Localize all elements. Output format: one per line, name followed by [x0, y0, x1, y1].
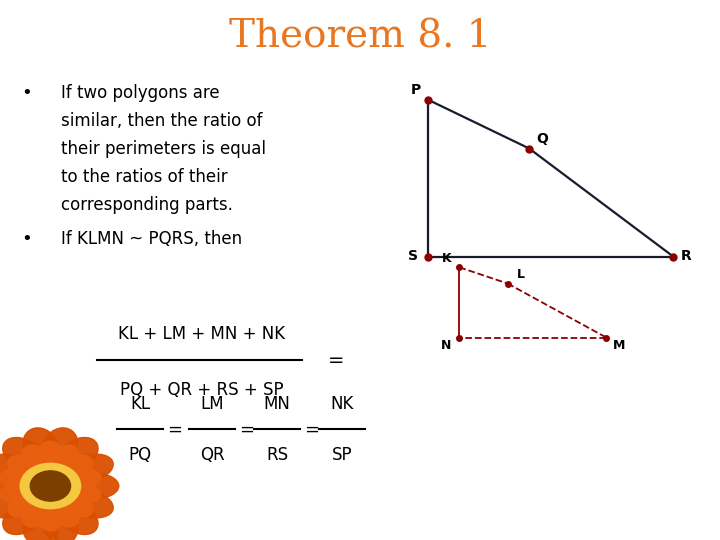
Text: SP: SP [332, 446, 352, 463]
Ellipse shape [3, 437, 44, 471]
Text: to the ratios of their: to the ratios of their [61, 168, 228, 186]
Text: KL: KL [130, 395, 150, 413]
Ellipse shape [23, 428, 58, 465]
Ellipse shape [23, 507, 58, 540]
Ellipse shape [22, 500, 50, 527]
Text: NK: NK [330, 395, 354, 413]
Text: L: L [516, 268, 525, 281]
Ellipse shape [63, 483, 101, 503]
Text: KL + LM + MN + NK: KL + LM + MN + NK [118, 325, 285, 343]
Text: •: • [22, 230, 32, 247]
Ellipse shape [8, 455, 42, 479]
Text: =: = [305, 420, 319, 438]
Ellipse shape [0, 483, 38, 503]
Ellipse shape [50, 445, 79, 472]
Ellipse shape [0, 454, 35, 483]
Text: Q: Q [536, 132, 548, 146]
Text: RS: RS [266, 446, 288, 463]
Text: PQ: PQ [129, 446, 152, 463]
Ellipse shape [63, 469, 101, 489]
Text: PQ + QR + RS + SP: PQ + QR + RS + SP [120, 381, 284, 399]
Text: K: K [441, 252, 451, 265]
Text: If KLMN ~ PQRS, then: If KLMN ~ PQRS, then [61, 230, 243, 247]
Ellipse shape [22, 445, 50, 472]
Text: Theorem 8. 1: Theorem 8. 1 [229, 19, 491, 56]
Text: QR: QR [200, 446, 225, 463]
Text: LM: LM [201, 395, 224, 413]
Ellipse shape [50, 500, 79, 527]
Text: S: S [408, 249, 418, 264]
Ellipse shape [58, 455, 93, 479]
Ellipse shape [58, 493, 93, 517]
Ellipse shape [57, 437, 98, 471]
Circle shape [30, 471, 71, 501]
Ellipse shape [66, 454, 113, 483]
Ellipse shape [42, 507, 78, 540]
Text: =: = [240, 420, 254, 438]
Text: N: N [441, 339, 451, 352]
Text: their perimeters is equal: their perimeters is equal [61, 140, 266, 158]
Ellipse shape [57, 501, 98, 535]
Text: =: = [328, 350, 344, 370]
Text: If two polygons are: If two polygons are [61, 84, 220, 102]
Text: corresponding parts.: corresponding parts. [61, 196, 233, 214]
Text: similar, then the ratio of: similar, then the ratio of [61, 112, 263, 130]
Ellipse shape [8, 493, 42, 517]
Ellipse shape [68, 473, 119, 499]
Text: =: = [168, 420, 182, 438]
Ellipse shape [0, 473, 32, 499]
Text: P: P [410, 83, 420, 97]
Text: R: R [681, 249, 691, 264]
Ellipse shape [0, 489, 35, 518]
Circle shape [20, 463, 81, 509]
Ellipse shape [0, 469, 38, 489]
Ellipse shape [37, 502, 63, 531]
Ellipse shape [3, 501, 44, 535]
Ellipse shape [42, 428, 78, 465]
Text: •: • [22, 84, 32, 102]
Text: MN: MN [264, 395, 291, 413]
Ellipse shape [37, 441, 63, 470]
Ellipse shape [66, 489, 113, 518]
Text: M: M [613, 339, 626, 352]
